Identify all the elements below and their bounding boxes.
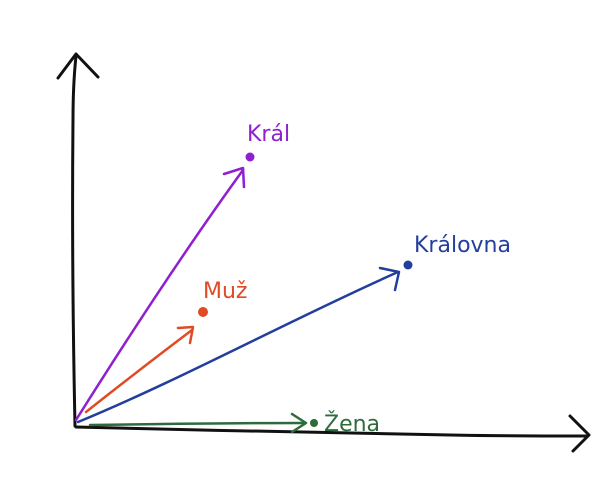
y-axis-arrowhead [56,52,100,80]
vector-kralovna: Královna [76,233,511,424]
vector-kralovna-dot [403,260,413,270]
vector-kralovna-label: Královna [414,233,511,258]
vector-muz: Muž [84,279,247,414]
vector-muz-arrowhead [176,325,195,345]
vector-zena-dot [310,419,318,427]
vector-zena: Žena [88,411,380,437]
x-axis-arrowhead [568,414,591,453]
vector-zena-arrowhead [290,412,308,434]
axes [56,52,591,453]
vector-kralovna-arrowhead [378,266,401,292]
vector-zena-line [88,421,307,427]
vector-zena-label: Žena [324,411,380,437]
vector-kral-line [74,168,245,422]
x-axis [74,425,588,438]
vector-kral-label: Král [247,122,290,147]
vector-muz-dot [198,307,208,317]
vector-kral: Král [74,122,290,422]
y-axis [71,54,78,428]
vector-kral-arrowhead [222,166,246,189]
vector-kralovna-line [76,270,400,424]
vector-muz-label: Muž [203,279,247,304]
vector-muz-line [84,328,194,414]
vector-kral-dot [245,152,255,162]
